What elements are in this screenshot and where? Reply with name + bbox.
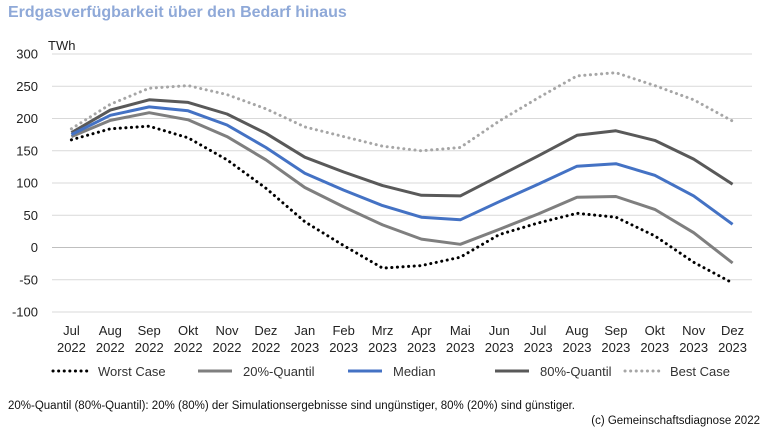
legend: Worst Case 20%-Quantil Median 80%-Quantil Be… [0, 362, 770, 382]
legend-item: 20%-Quantil [195, 362, 315, 380]
legend-label: 80%-Quantil [540, 363, 612, 379]
series-line-worst-case [69, 124, 735, 285]
series-line-20-quantil [70, 111, 734, 265]
legend-label: Worst Case [98, 363, 166, 379]
x-tick-label-year: 2023 [485, 340, 514, 355]
x-tick-label-month: Sep [138, 323, 161, 338]
legend-label: Median [393, 363, 436, 379]
legend-swatch [51, 369, 89, 373]
y-tick-label: 0 [31, 240, 38, 255]
legend-item: Best Case [622, 362, 730, 380]
x-tick-label-month: Apr [411, 323, 432, 338]
series-line-median [70, 105, 734, 226]
x-tick-label-month: Aug [565, 323, 588, 338]
y-tick-label: 200 [16, 111, 38, 126]
x-tick-label-year: 2023 [563, 340, 592, 355]
x-tick-label-month: Sep [604, 323, 627, 338]
x-tick-label-year: 2023 [524, 340, 553, 355]
x-tick-label-month: Jun [489, 323, 510, 338]
x-tick-label-year: 2023 [290, 340, 319, 355]
legend-swatch [495, 369, 529, 373]
x-tick-label-month: Mai [450, 323, 471, 338]
y-unit-label: TWh [48, 38, 75, 53]
x-axis: Jul 2022 Aug 2022 Sep 2022 Okt 2022 Nov 2022 Dez 20… [57, 323, 747, 355]
x-tick-label-year: 2023 [446, 340, 475, 355]
line-chart: TWh -100 -50 0 50 100 150 200 250 300 Jul 2022 Aug 2… [12, 38, 752, 355]
x-tick-label-month: Jul [530, 323, 547, 338]
y-tick-label: -100 [12, 305, 38, 320]
y-tick-label: 50 [24, 208, 38, 223]
x-tick-label-year: 2023 [329, 340, 358, 355]
series-line-best-case [69, 71, 735, 153]
legend-item: Worst Case [50, 362, 166, 380]
y-tick-label: 250 [16, 79, 38, 94]
x-tick-label-year: 2022 [251, 340, 280, 355]
x-tick-label-month: Nov [682, 323, 706, 338]
x-tick-label-month: Aug [99, 323, 122, 338]
gridlines [52, 53, 752, 313]
x-tick-label-year: 2023 [601, 340, 630, 355]
x-tick-label-year: 2022 [135, 340, 164, 355]
x-tick-label-month: Mrz [372, 323, 394, 338]
x-tick-label-year: 2022 [213, 340, 242, 355]
x-tick-label-month: Dez [254, 323, 277, 338]
legend-swatch [198, 369, 232, 373]
x-tick-label-month: Feb [332, 323, 354, 338]
x-tick-label-year: 2022 [96, 340, 125, 355]
y-tick-label: 150 [16, 143, 38, 158]
x-tick-label-month: Okt [178, 323, 199, 338]
legend-swatch [623, 369, 661, 373]
y-tick-label: -50 [19, 272, 38, 287]
x-tick-label-month: Jul [63, 323, 80, 338]
legend-swatch [348, 369, 382, 373]
legend-item: 80%-Quantil [492, 362, 612, 380]
legend-label: Best Case [670, 363, 730, 379]
x-tick-label-year: 2022 [57, 340, 86, 355]
series-lines [69, 71, 735, 285]
y-tick-label: 100 [16, 176, 38, 191]
source-note: (c) Gemeinschaftsdiagnose 2022 [591, 415, 760, 427]
x-tick-label-year: 2023 [679, 340, 708, 355]
chart-title: Erdgasverfügbarkeit über den Bedarf hina… [8, 4, 347, 21]
x-tick-label-year: 2023 [640, 340, 669, 355]
x-tick-label-year: 2023 [407, 340, 436, 355]
y-tick-label: 300 [16, 47, 38, 62]
x-tick-label-year: 2022 [174, 340, 203, 355]
x-tick-label-month: Jan [294, 323, 315, 338]
x-tick-label-year: 2023 [368, 340, 397, 355]
footnote: 20%-Quantil (80%-Quantil): 20% (80%) der… [8, 400, 575, 412]
legend-label: 20%-Quantil [243, 363, 315, 379]
y-axis: TWh -100 -50 0 50 100 150 200 250 300 [12, 38, 75, 320]
x-tick-label-month: Nov [215, 323, 239, 338]
legend-item: Median [345, 362, 436, 380]
x-tick-label-year: 2023 [718, 340, 747, 355]
series-line-80-quantil [70, 98, 734, 198]
x-tick-label-month: Dez [721, 323, 744, 338]
x-tick-label-month: Okt [645, 323, 666, 338]
